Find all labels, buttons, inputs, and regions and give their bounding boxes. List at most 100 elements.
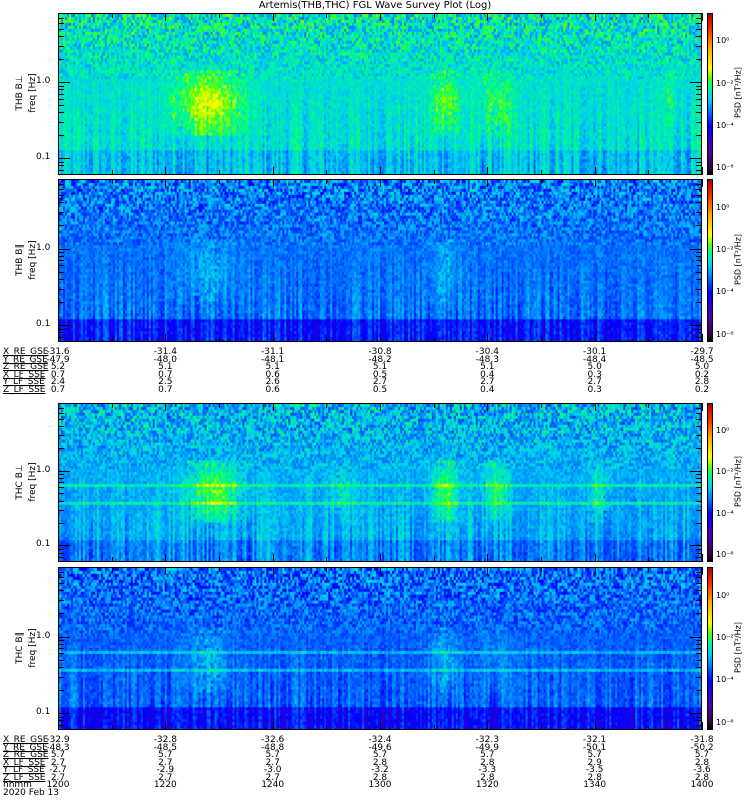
ephemeris-label: Z_RE_GSE bbox=[3, 750, 49, 760]
colorbar-tick-label: 10⁻⁴ bbox=[716, 675, 734, 685]
xtick bbox=[487, 13, 489, 21]
xtick bbox=[541, 179, 542, 184]
ytick-minor bbox=[696, 195, 702, 197]
ephemeris-value: 5.7 bbox=[694, 750, 710, 760]
ytick-minor bbox=[696, 183, 702, 185]
ytick-minor bbox=[58, 328, 64, 330]
xtick bbox=[111, 403, 113, 408]
xtick bbox=[165, 179, 167, 187]
ytick-minor bbox=[58, 169, 64, 171]
ephemeris-value: 0.7 bbox=[158, 369, 173, 380]
ephemeris-value: -48.4 bbox=[583, 354, 607, 365]
ephemeris-value: 0.6 bbox=[265, 369, 280, 380]
ytick-minor bbox=[58, 676, 64, 678]
xtick bbox=[433, 13, 435, 18]
ephemeris-label: hhmm bbox=[3, 780, 32, 790]
xtick bbox=[648, 179, 650, 184]
ephemeris-value: 2.8 bbox=[587, 772, 602, 783]
colorbar-tick-label: 10⁰ bbox=[716, 590, 730, 600]
panel-yunit: freq [Hz] bbox=[28, 73, 38, 113]
xtick bbox=[272, 722, 274, 730]
ephemeris-value: 2.6 bbox=[265, 377, 280, 387]
xtick bbox=[326, 403, 328, 408]
xtick bbox=[111, 179, 113, 184]
ephemeris-value: 5.0 bbox=[587, 362, 602, 372]
xtick bbox=[165, 403, 167, 411]
colorbar-tick-label: 10⁻⁴ bbox=[716, 120, 734, 130]
ytick-major bbox=[58, 470, 70, 472]
xtick bbox=[487, 334, 489, 342]
ytick-label: 0.1 bbox=[36, 152, 51, 163]
ephemeris-label: Z_LF_SSE bbox=[3, 772, 46, 783]
ytick-minor bbox=[696, 179, 702, 181]
xtick bbox=[326, 567, 328, 572]
ephemeris-value: 5.1 bbox=[265, 362, 280, 372]
ytick-minor bbox=[58, 336, 64, 338]
xtick bbox=[541, 725, 542, 730]
ytick-minor bbox=[696, 643, 702, 645]
ephemeris-value: 2.8 bbox=[694, 772, 710, 783]
ytick-minor bbox=[58, 659, 64, 661]
ephemeris-value: -32.8 bbox=[153, 735, 177, 745]
ytick-minor bbox=[696, 188, 702, 190]
xtick bbox=[487, 722, 489, 730]
ytick-major bbox=[690, 470, 702, 472]
ytick-minor bbox=[696, 509, 702, 511]
ytick-minor bbox=[58, 22, 64, 24]
ephemeris-value: 2.7 bbox=[158, 772, 173, 783]
xtick bbox=[165, 554, 167, 562]
ephemeris-value: 1320 bbox=[475, 780, 499, 790]
ytick-major bbox=[690, 636, 702, 638]
ytick-minor bbox=[58, 552, 64, 554]
ytick-minor bbox=[696, 17, 702, 19]
xtick bbox=[219, 337, 220, 342]
ytick-minor bbox=[58, 59, 64, 61]
ephemeris-value: 1300 bbox=[368, 780, 392, 790]
xtick bbox=[648, 337, 650, 342]
xtick bbox=[702, 403, 703, 411]
ytick-major bbox=[690, 158, 702, 160]
ephemeris-value: -31.6 bbox=[46, 347, 70, 357]
xtick bbox=[380, 567, 381, 575]
colorbar-tick-label: 10⁻² bbox=[716, 78, 734, 88]
ytick-label: 0.1 bbox=[36, 707, 51, 718]
ytick-minor bbox=[696, 613, 702, 615]
ytick-major bbox=[58, 158, 70, 160]
ephemeris-value: 0.5 bbox=[372, 384, 388, 395]
ytick-minor bbox=[696, 85, 702, 87]
xtick bbox=[594, 167, 596, 175]
spectrogram-image bbox=[59, 568, 701, 729]
ephemeris-value: -31.1 bbox=[261, 347, 285, 357]
xtick bbox=[219, 170, 220, 175]
ytick-minor bbox=[58, 202, 64, 204]
ytick-minor bbox=[696, 403, 702, 405]
ytick-minor bbox=[696, 487, 702, 489]
ephemeris-value: -30.4 bbox=[475, 347, 499, 357]
ytick-minor bbox=[58, 265, 64, 267]
xtick bbox=[594, 403, 596, 411]
ephemeris-value: 0.3 bbox=[587, 384, 602, 395]
ytick-minor bbox=[58, 255, 64, 257]
xtick bbox=[272, 567, 274, 575]
xtick bbox=[702, 167, 703, 175]
xtick bbox=[58, 567, 59, 575]
ephemeris-value: 0.2 bbox=[694, 369, 710, 380]
colorbar-tick-label: 10⁻² bbox=[716, 467, 734, 477]
xtick bbox=[58, 179, 59, 187]
xtick bbox=[380, 403, 381, 411]
ytick-minor bbox=[696, 425, 702, 427]
ephemeris-value: -3.0 bbox=[263, 765, 282, 775]
xtick bbox=[648, 725, 650, 730]
ytick-minor bbox=[58, 195, 64, 197]
ytick-minor bbox=[58, 643, 64, 645]
xtick bbox=[702, 722, 703, 730]
ytick-minor bbox=[696, 328, 702, 330]
ephemeris-value: -47.9 bbox=[46, 354, 70, 365]
xtick bbox=[702, 554, 703, 562]
ytick-minor bbox=[696, 435, 702, 437]
panel-ylabel: THC B⊥ bbox=[15, 463, 25, 500]
ephemeris-value: 5.7 bbox=[158, 750, 173, 760]
ephemeris-value: -48.5 bbox=[690, 354, 714, 365]
ytick-minor bbox=[58, 640, 64, 641]
spectrogram-image bbox=[59, 404, 701, 561]
